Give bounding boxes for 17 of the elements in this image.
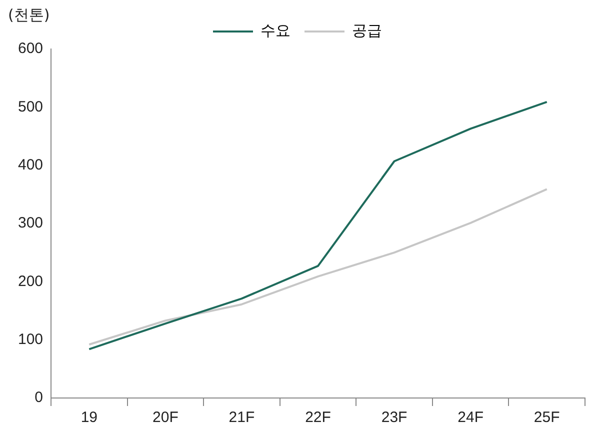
x-tick-label: 22F xyxy=(305,409,331,426)
y-tick-label: 600 xyxy=(18,40,44,58)
x-tick-label: 24F xyxy=(458,409,484,426)
y-tick-label: 0 xyxy=(34,389,44,406)
y-tick-label: 300 xyxy=(18,214,44,232)
x-tick-label: 23F xyxy=(381,409,408,426)
y-tick-label: 400 xyxy=(18,156,44,174)
x-tick-label: 25F xyxy=(534,409,560,426)
legend-label: 공급 xyxy=(352,22,382,40)
y-tick-label: 200 xyxy=(18,272,44,290)
x-tick-label: 20F xyxy=(152,409,178,426)
x-tick-label: 19 xyxy=(80,409,98,426)
y-tick-label: 100 xyxy=(18,330,44,348)
y-tick-label: 500 xyxy=(18,98,44,116)
legend-label: 수요 xyxy=(260,22,290,40)
x-tick-label: 21F xyxy=(228,409,255,426)
y-axis-title: (천톤) xyxy=(8,6,50,25)
